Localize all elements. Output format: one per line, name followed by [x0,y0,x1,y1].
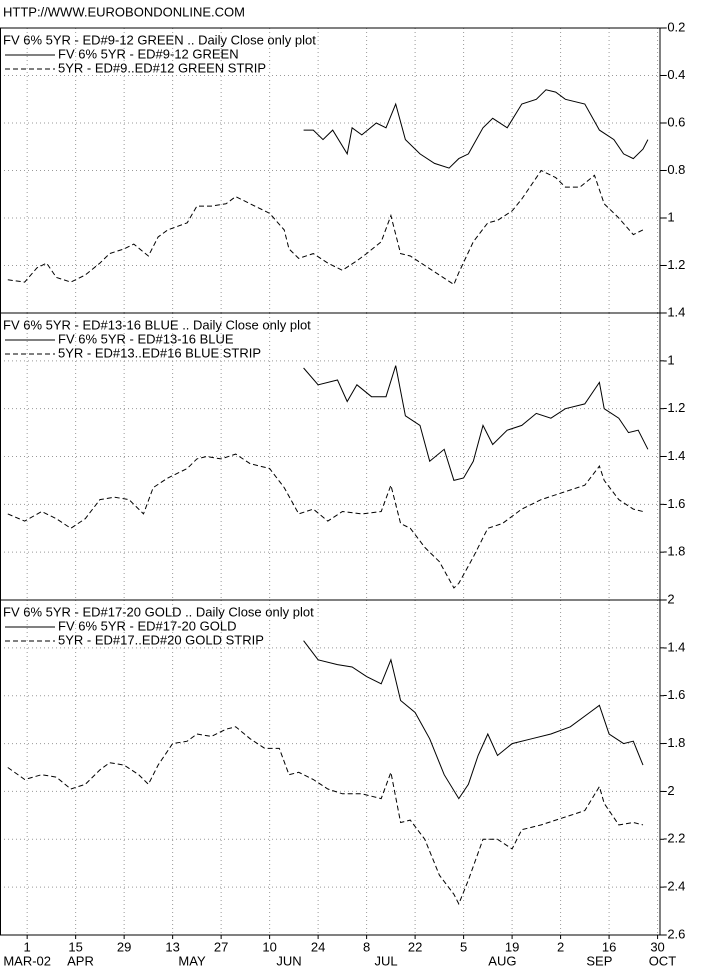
legend-label: FV 6% 5YR - ED#13-16 BLUE [58,331,234,346]
x-tick-label: 2 [557,939,564,954]
y-tick-label: -0.2 [663,19,685,34]
y-tick-label: -1.4 [663,639,685,654]
y-tick-label: -0.8 [663,162,685,177]
y-tick-label: -1.4 [663,304,685,319]
x-month-label: OCT [649,953,677,968]
x-month-label: APR [67,953,94,968]
x-tick-label: 29 [117,939,131,954]
x-month-label: AUG [488,953,516,968]
y-tick-label: -1.6 [663,496,685,511]
series-line [7,453,644,589]
x-tick-label: 30 [650,939,664,954]
y-tick-label: -2.2 [663,831,685,846]
series-line [303,365,649,481]
legend-label: FV 6% 5YR - ED#9-12 GREEN [58,46,239,61]
x-tick-label: 22 [408,939,422,954]
y-tick-label: -1 [663,352,675,367]
x-tick-label: 19 [505,939,519,954]
x-tick-label: 8 [363,939,370,954]
x-month-label: MAY [178,953,206,968]
chart-title: FV 6% 5YR - ED#17-20 GOLD .. Daily Close… [3,604,314,619]
y-tick-label: -1.6 [663,687,685,702]
x-tick-label: 1 [24,939,31,954]
x-month-label: SEP [586,953,612,968]
y-tick-label: -0.6 [663,114,685,129]
y-tick-label: -1.4 [663,448,685,463]
x-tick-label: 16 [602,939,616,954]
series-line [7,726,644,906]
legend-label: FV 6% 5YR - ED#17-20 GOLD [58,618,236,633]
chart-title: FV 6% 5YR - ED#13-16 BLUE .. Daily Close… [3,317,311,332]
series-line [303,89,649,169]
x-month-label: JUL [374,953,397,968]
y-tick-label: -2 [663,591,675,606]
series-line [7,169,644,286]
series-line [303,640,644,800]
plot-frame [0,599,661,936]
y-tick-label: -1.8 [663,735,685,750]
x-tick-label: 24 [311,939,325,954]
chart-title: FV 6% 5YR - ED#9-12 GREEN .. Daily Close… [3,32,316,47]
y-tick-label: -1.2 [663,400,685,415]
y-tick-label: -0.4 [663,67,685,82]
x-month-label: MAR-02 [3,953,51,968]
x-tick-label: 5 [460,939,467,954]
legend-label: 5YR - ED#17..ED#20 GOLD STRIP [58,632,264,647]
legend-label: 5YR - ED#13..ED#16 BLUE STRIP [58,345,261,360]
y-tick-label: -2.4 [663,879,685,894]
y-tick-label: -1 [663,209,675,224]
y-tick-label: -1.8 [663,544,685,559]
header: HTTP://WWW.EUROBONDONLINE.COM [3,4,245,19]
legend-label: 5YR - ED#9..ED#12 GREEN STRIP [58,60,266,75]
x-tick-label: 15 [68,939,82,954]
y-tick-label: -2.6 [663,926,685,941]
y-tick-label: -1.2 [663,257,685,272]
x-month-label: JUN [276,953,301,968]
x-tick-label: 27 [214,939,228,954]
x-tick-label: 10 [262,939,276,954]
y-tick-label: -2 [663,783,675,798]
x-tick-label: 13 [165,939,179,954]
